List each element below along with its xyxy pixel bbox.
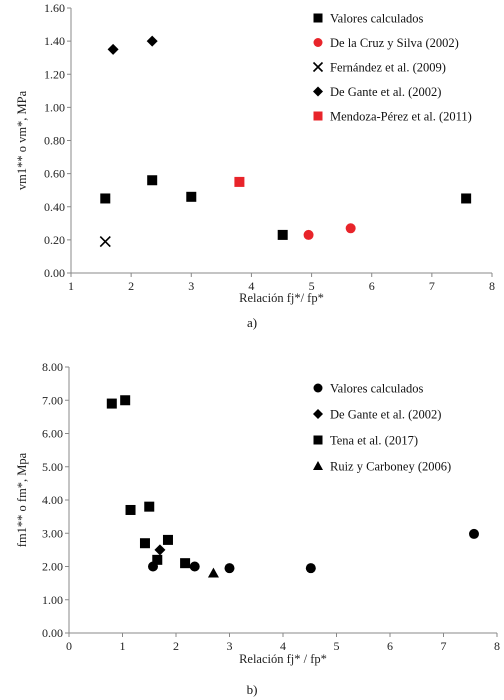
legend-marker [313, 435, 323, 445]
legend-entry-label: De Gante et al. (2002) [330, 408, 441, 422]
data-point [144, 501, 155, 512]
legend: Valores calculados De la Cruz y Silva (20… [312, 12, 472, 124]
x-tick-label: 3 [227, 639, 233, 653]
legend-entry-label: Fernández et al. (2009) [330, 61, 446, 75]
x-tick-label: 0 [66, 639, 72, 653]
legend-marker [313, 86, 323, 97]
data-point [154, 544, 166, 556]
x-tick-label: 2 [173, 639, 179, 653]
data-point [234, 176, 245, 187]
y-tick-label: 0.40 [44, 200, 65, 214]
data-point [125, 504, 136, 515]
legend-entry-label: Mendoza-Pérez et al. (2011) [330, 110, 472, 124]
x-tick-label: 7 [429, 279, 435, 293]
y-axis-label: fm1** o fm*, Mpa [15, 452, 29, 547]
data-point [139, 538, 150, 549]
legend-marker [313, 111, 323, 121]
data-point [180, 558, 191, 569]
x-tick-label: 8 [489, 279, 495, 293]
legend-marker [313, 461, 323, 470]
x-axis-label: Relación fj*/ fp* [239, 291, 324, 305]
data-point [162, 534, 173, 545]
legend-entry-label: Ruiz y Carboney (2006) [330, 460, 451, 474]
legend-marker [313, 409, 323, 419]
series-1 [147, 528, 479, 574]
data-point [100, 193, 111, 204]
legend-marker [313, 383, 323, 393]
legend-marker [313, 13, 323, 23]
legend-entry-label: Tena et al. (2017) [330, 434, 418, 448]
data-point [345, 223, 356, 234]
legend-marker [312, 61, 324, 73]
x-tick-label: 4 [248, 279, 254, 293]
data-point [120, 395, 131, 406]
series-4 [107, 35, 158, 55]
y-tick-label: 1.00 [42, 593, 63, 607]
legend-marker [313, 38, 323, 47]
series-4 [207, 567, 219, 578]
y-tick-label: 6.00 [42, 427, 63, 441]
y-tick-label: 1.60 [44, 1, 65, 15]
legend-entry-label: De la Cruz y Silva (2002) [330, 36, 459, 50]
chart-1: 0.00 0.20 0.40 0.60 0.80 1.00 1.20 1.40 1.60 1 2 3 4… [15, 1, 495, 330]
y-tick-label: 1.00 [44, 100, 65, 114]
x-tick-label: 8 [494, 639, 500, 653]
chart-2: 0.00 1.00 2.00 3.00 4.00 5.00 6.00 7.00 8.00 0 1 2 3… [15, 360, 500, 697]
y-tick-label: 1.40 [44, 34, 65, 48]
y-tick-label: 0.60 [44, 167, 65, 181]
x-tick-label: 1 [120, 639, 126, 653]
series-3 [99, 235, 111, 248]
y-tick-label: 5.00 [42, 460, 63, 474]
y-tick-label: 1.20 [44, 67, 65, 81]
x-tick-label: 5 [309, 279, 315, 293]
x-tick-label: 5 [334, 639, 340, 653]
x-tick-label: 4 [280, 639, 286, 653]
y-tick-label: 0.00 [42, 626, 63, 640]
y-tick-label: 0.00 [44, 266, 65, 280]
y-tick-label: 4.00 [42, 493, 63, 507]
data-point [461, 193, 472, 204]
chart-caption: a) [247, 315, 257, 330]
data-point [207, 567, 219, 578]
x-tick-label: 1 [68, 279, 74, 293]
data-point [303, 229, 314, 240]
chart-caption: b) [247, 682, 258, 697]
data-point [147, 175, 158, 186]
y-axis-label: vm1** o vm*, MPa [15, 90, 29, 190]
series-2 [303, 223, 356, 240]
legend-entry-label: Valores calculados [330, 382, 424, 396]
legend-entry-label: Valores calculados [330, 12, 424, 26]
x-tick-label: 3 [188, 279, 194, 293]
y-tick-label: 8.00 [42, 360, 63, 374]
data-point [107, 43, 119, 55]
data-point [146, 35, 158, 47]
y-tick-label: 0.20 [44, 233, 65, 247]
data-point [189, 561, 200, 572]
data-point [152, 554, 163, 565]
data-point [468, 528, 479, 539]
data-point [277, 229, 288, 240]
series-1 [100, 175, 472, 240]
y-tick-label: 2.00 [42, 560, 63, 574]
y-tick-label: 3.00 [42, 526, 63, 540]
y-tick-label: 0.80 [44, 134, 65, 148]
x-tick-label: 6 [387, 639, 393, 653]
y-tick-label: 7.00 [42, 393, 63, 407]
x-axis-label: Relación fj* / fp* [239, 652, 327, 666]
x-tick-label: 2 [128, 279, 134, 293]
x-tick-label: 6 [369, 279, 375, 293]
data-point [106, 398, 117, 409]
x-tick-label: 7 [441, 639, 447, 653]
series-5 [234, 176, 245, 187]
legend: Valores calculados De Gante et al. (2002)… [313, 382, 451, 474]
data-point [99, 235, 111, 248]
series-3 [106, 395, 191, 569]
data-point [305, 563, 316, 574]
data-point [186, 191, 197, 202]
data-point [224, 563, 235, 574]
legend-entry-label: De Gante et al. (2002) [330, 85, 441, 99]
series-2 [154, 544, 166, 556]
